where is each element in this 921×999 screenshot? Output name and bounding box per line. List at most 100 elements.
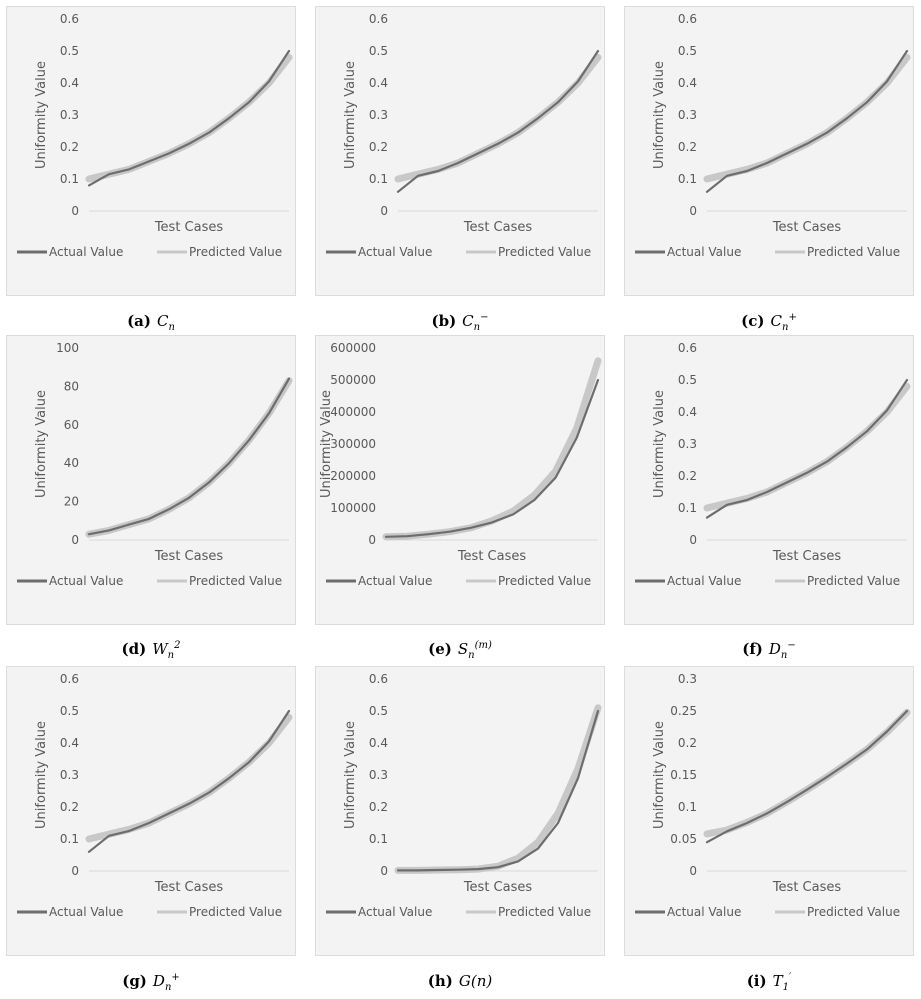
chart-panel-c: Uniformity Value 0.6 0.5 0.4 0.3 0.2 0.1 0 Test …	[624, 6, 914, 296]
y-tick-label: 0.5	[369, 44, 388, 58]
actual-value-point	[786, 481, 788, 483]
predicted-value-line	[394, 704, 602, 874]
y-tick-label: 0.4	[369, 76, 388, 90]
predicted-value-line	[703, 708, 911, 838]
predicted-value-point	[397, 178, 399, 180]
actual-value-point	[766, 162, 768, 164]
y-tick-label: 0.4	[369, 736, 388, 750]
chart-svg: Uniformity Value 0.6 0.5 0.4 0.3 0.2 0.1 0 Test …	[635, 341, 911, 588]
actual-value-point	[437, 869, 439, 871]
x-axis-label: Test Cases	[154, 549, 224, 564]
predicted-value-point	[726, 502, 728, 504]
actual-value-point	[866, 101, 868, 103]
chart-svg: Uniformity Value 100 80 60 40 20 0 Test Cases Ac…	[17, 341, 293, 588]
subfigure-caption: (a) Cn	[1, 312, 301, 333]
y-tick-label: 0.6	[60, 672, 79, 686]
y-tick-label: 0.5	[678, 373, 697, 387]
actual-value-point	[906, 710, 908, 712]
predicted-value-point	[706, 178, 708, 180]
actual-value-point	[208, 132, 210, 134]
chart-panel-e: Uniformity Value 600000 500000 400000 300000…	[315, 335, 605, 625]
x-axis-label: Test Cases	[457, 549, 527, 564]
actual-value-line	[87, 49, 291, 187]
y-tick-label: 0.05	[670, 832, 697, 846]
legend-predicted-label: Predicted Value	[807, 905, 900, 919]
predicted-value-point	[533, 494, 535, 496]
y-tick-label: 0.2	[678, 736, 697, 750]
legend-actual-label: Actual Value	[49, 245, 123, 259]
y-tick-label: 0.2	[678, 469, 697, 483]
actual-value-point	[457, 162, 459, 164]
y-tick-label: 0.1	[678, 172, 697, 186]
actual-value-point	[228, 462, 230, 464]
legend-actual-label: Actual Value	[358, 905, 432, 919]
y-tick-label: 0.6	[369, 12, 388, 26]
actual-value-point	[706, 517, 708, 519]
actual-value-point	[512, 513, 514, 515]
caption-symbol: Cn	[156, 312, 175, 333]
subfigure-caption: (h) G(n)	[310, 972, 610, 990]
caption-symbol: Dn+	[152, 972, 180, 993]
actual-value-point	[517, 132, 519, 134]
actual-value-point	[886, 80, 888, 82]
y-axis-label: Uniformity Value	[652, 61, 667, 169]
x-axis-label: Test Cases	[772, 880, 842, 895]
actual-value-point	[866, 748, 868, 750]
actual-value-point	[288, 710, 290, 712]
actual-value-point	[746, 170, 748, 172]
chart-svg: Uniformity Value 0.6 0.5 0.4 0.3 0.2 0.1 0 Test …	[635, 12, 911, 259]
actual-value-point	[188, 803, 190, 805]
y-tick-label: 0.15	[670, 768, 697, 782]
predicted-value-point	[288, 56, 290, 59]
caption-label: (c)	[741, 312, 765, 330]
caption-label: (h)	[427, 972, 453, 990]
actual-value-point	[746, 822, 748, 824]
actual-value-point	[746, 499, 748, 501]
actual-value-point	[248, 101, 250, 103]
y-tick-label: 0	[71, 864, 79, 878]
x-axis-label: Test Cases	[154, 880, 224, 895]
actual-value-point	[449, 531, 451, 533]
actual-value-point	[806, 472, 808, 474]
y-tick-label: 80	[64, 379, 79, 393]
y-tick-label: 0.3	[678, 437, 697, 451]
x-axis-label: Test Cases	[154, 220, 224, 235]
actual-value-point	[766, 812, 768, 814]
y-tick-label: 0.4	[678, 76, 697, 90]
actual-value-point	[555, 477, 557, 479]
y-tick-label: 0	[380, 864, 388, 878]
x-axis-label: Test Cases	[463, 220, 533, 235]
y-tick-label: 0.4	[678, 405, 697, 419]
actual-value-point	[826, 776, 828, 778]
y-tick-label: 0	[689, 864, 697, 878]
y-tick-label: 200000	[330, 469, 376, 483]
actual-value-point	[188, 497, 190, 499]
actual-value-point	[148, 160, 150, 162]
chart-panel-a: Uniformity Value 0.6 0.5 0.4 0.3 0.2 0.1 0 Test …	[6, 6, 296, 296]
y-tick-label: 0	[368, 533, 376, 547]
predicted-value-point	[706, 833, 708, 835]
y-tick-label: 0.5	[369, 704, 388, 718]
predicted-value-point	[726, 173, 728, 175]
caption-label: (b)	[431, 312, 457, 330]
predicted-value-line	[85, 53, 293, 183]
caption-symbol: Wn2	[152, 640, 181, 661]
actual-value-point	[866, 430, 868, 432]
actual-value-point	[128, 524, 130, 526]
predicted-value-point	[108, 833, 110, 835]
predicted-value-line	[703, 382, 911, 512]
y-tick-label: 0	[380, 204, 388, 218]
actual-value-point	[491, 521, 493, 523]
predicted-value-point	[706, 507, 708, 509]
y-tick-label: 0.2	[60, 140, 79, 154]
y-tick-label: 100	[56, 341, 79, 355]
actual-value-point	[826, 132, 828, 134]
y-tick-label: 500000	[330, 373, 376, 387]
actual-value-point	[517, 860, 519, 862]
actual-value-point	[188, 143, 190, 145]
actual-value-point	[108, 529, 110, 531]
legend-actual-label: Actual Value	[49, 905, 123, 919]
chart-svg: Uniformity Value 600000 500000 400000 300000…	[319, 341, 602, 588]
actual-value-point	[537, 848, 539, 850]
actual-value-point	[128, 830, 130, 832]
